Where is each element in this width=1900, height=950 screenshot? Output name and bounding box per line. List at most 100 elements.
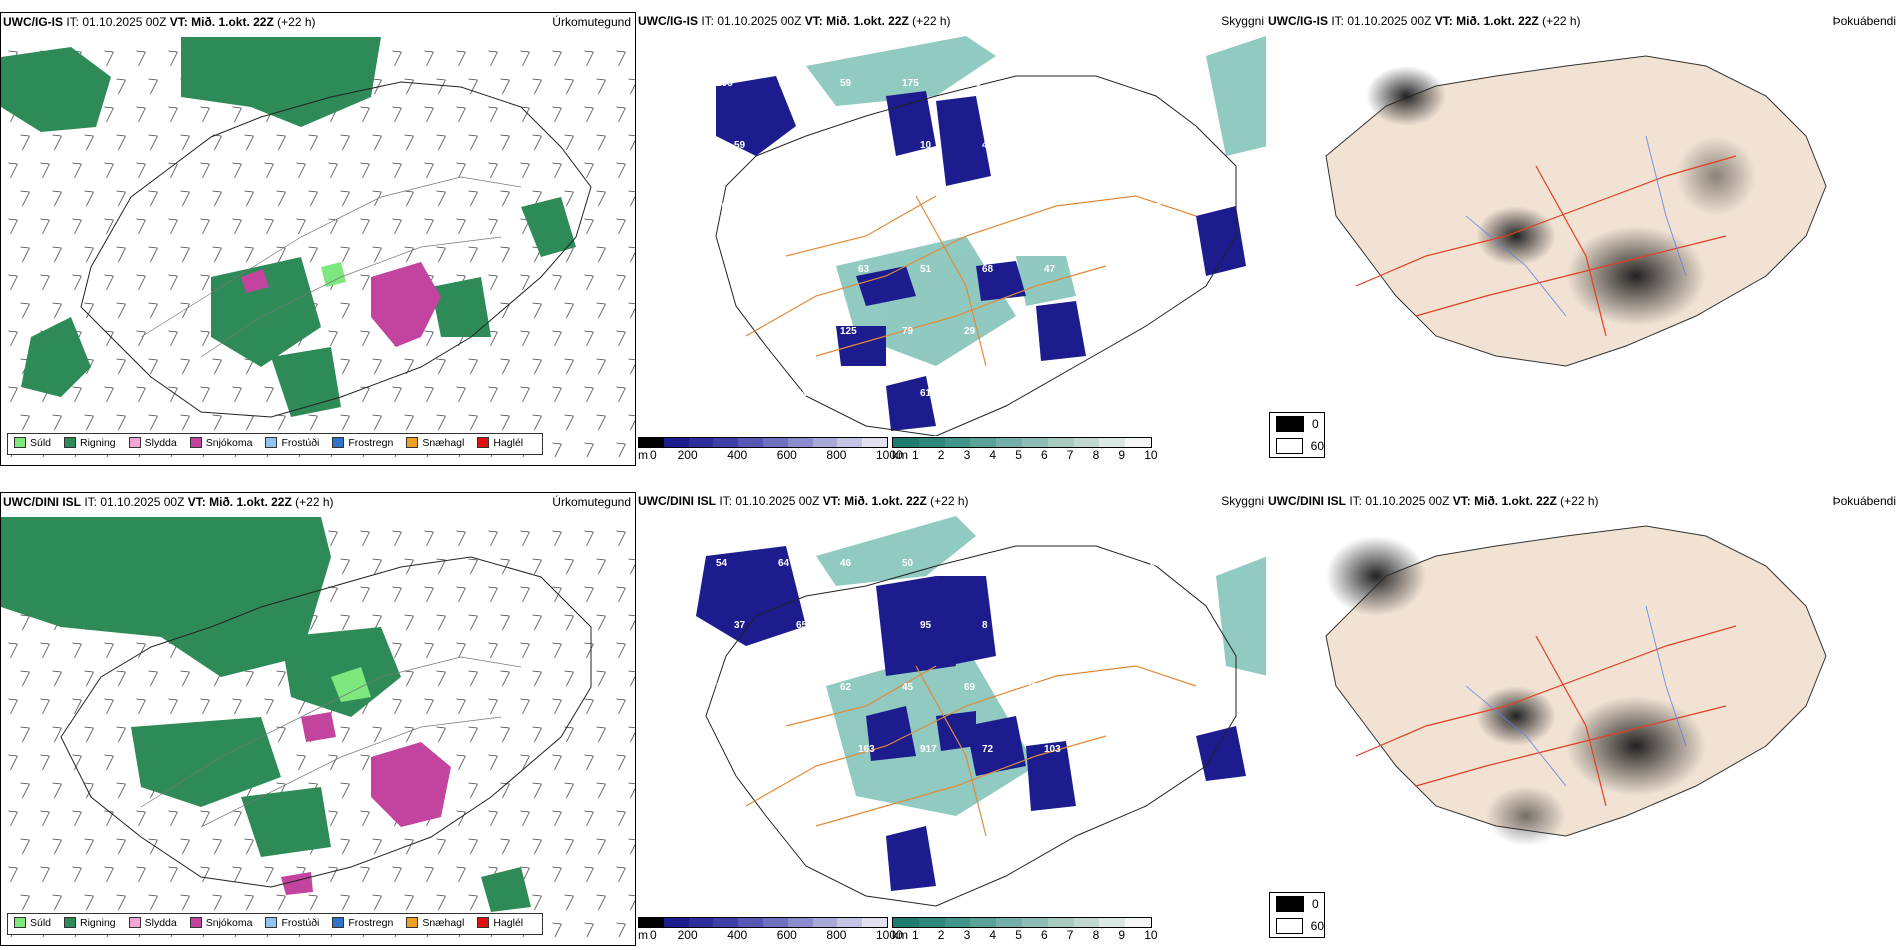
colorbar-tick: 800 (826, 448, 847, 462)
wind-barb (136, 330, 146, 347)
coastline (60, 556, 592, 888)
legend-label: Snjókoma (205, 436, 253, 449)
wind-barb (116, 358, 126, 375)
wind-barb (148, 894, 158, 911)
wind-barb (180, 358, 190, 375)
wind-barb (8, 698, 18, 715)
wind-barb (20, 670, 30, 687)
wind-barb (404, 414, 414, 431)
wind-barb (392, 866, 402, 883)
colorbar-tick: 2 (937, 448, 945, 462)
visibility-value: 65 (796, 620, 808, 631)
wind-barb (52, 670, 62, 687)
wind-barb (276, 414, 286, 431)
model-name: UWC/DINI ISL (3, 495, 81, 509)
wind-barb (104, 106, 114, 123)
wind-barb (148, 414, 158, 431)
wind-barb (308, 414, 318, 431)
wind-barb (488, 754, 498, 771)
wind-barb (360, 106, 370, 123)
wind-barb (264, 866, 274, 883)
wind-barb (628, 894, 635, 911)
wind-barb (596, 246, 606, 263)
visibility-value: 90 (1168, 744, 1180, 755)
wind-barb (104, 274, 114, 291)
visibility-value: 68 (1088, 558, 1100, 569)
wind-barb (340, 894, 350, 911)
visibility-value: 89 (796, 264, 808, 275)
wind-barb (200, 106, 210, 123)
visibility-value: 40 (1106, 140, 1118, 151)
wind-barb (276, 190, 286, 207)
wind-barb (468, 838, 478, 855)
wind-barb (244, 414, 254, 431)
wind-barb (532, 134, 542, 151)
wind-barb (404, 134, 414, 151)
wind-barb (276, 726, 286, 743)
wind-barb (360, 586, 370, 603)
wind-barb (564, 302, 574, 319)
wind-barb (584, 330, 594, 347)
roads (140, 176, 522, 358)
wind-barb (392, 162, 402, 179)
wind-barb (200, 386, 210, 403)
wind-barb (436, 78, 446, 95)
wind-barb (116, 78, 126, 95)
wind-barb (564, 782, 574, 799)
wind-barb (52, 302, 62, 319)
legend-swatch (64, 917, 77, 928)
wind-barb (564, 134, 574, 151)
wind-barb (84, 782, 94, 799)
wind-barb (628, 614, 635, 631)
wind-barb (8, 330, 18, 347)
precip-type-map (1, 37, 635, 457)
wind-barb (552, 50, 562, 67)
wind-barb (564, 894, 574, 911)
wind-barb (628, 78, 635, 95)
visibility-value: 44 (778, 682, 790, 693)
legend-item: Haglél (477, 917, 523, 929)
wind-barb (392, 698, 402, 715)
precip-type-panel-row1: UWC/IG-IS IT: 01.10.2025 00Z VT: Mið. 1.… (0, 12, 636, 466)
legend-item: Frostregn (332, 437, 393, 449)
wind-barb (564, 190, 574, 207)
variable-name: Skyggni (1221, 494, 1264, 508)
wind-barb (232, 698, 242, 715)
wind-barb (424, 530, 434, 547)
variable-name: Skyggni (1221, 14, 1264, 28)
wind-barb (520, 330, 530, 347)
wind-barb (40, 218, 50, 235)
wind-barb (468, 246, 478, 263)
wind-barb (372, 838, 382, 855)
colorbar-tick: 5 (1015, 448, 1022, 462)
legend-low: 0 (1312, 417, 1319, 431)
visibility-panel-row2: UWC/DINI ISL IT: 01.10.2025 00Z VT: Mið.… (636, 492, 1268, 944)
visibility-value-labels: 54 64 46 50 44 54 68 62 37 65 36 95 8 96 36 98 55 44 62 45 6… (716, 558, 1180, 817)
colorbar-tick: 1 (912, 928, 919, 942)
visibility-value: 917 (920, 744, 937, 755)
wind-barb (340, 190, 350, 207)
dewpoint-map (1325, 525, 1827, 846)
visibility-value: 29 (1150, 682, 1162, 693)
colorbar-km-labels: km 1 2 3 4 5 6 7 8 9 10 (892, 928, 1158, 942)
wind-barb (212, 134, 222, 151)
wind-barb (616, 754, 626, 771)
wind-barb (456, 754, 466, 771)
visibility-value: 51 (920, 264, 932, 275)
wind-barb (168, 106, 178, 123)
wind-barb (488, 274, 498, 291)
wind-barb (616, 50, 626, 67)
wind-barb (116, 726, 126, 743)
wind-barb (148, 358, 158, 375)
wind-barb (72, 274, 82, 291)
visibility-value: 67 (1150, 78, 1162, 89)
wind-barb (564, 358, 574, 375)
wind-barb (116, 414, 126, 431)
wind-barb (628, 838, 635, 855)
wind-barb (456, 642, 466, 659)
colorbar-tick: 1000 (876, 928, 903, 942)
wind-barb (532, 670, 542, 687)
wind-barb (340, 614, 350, 631)
wind-barb (8, 810, 18, 827)
wind-barb (596, 358, 606, 375)
